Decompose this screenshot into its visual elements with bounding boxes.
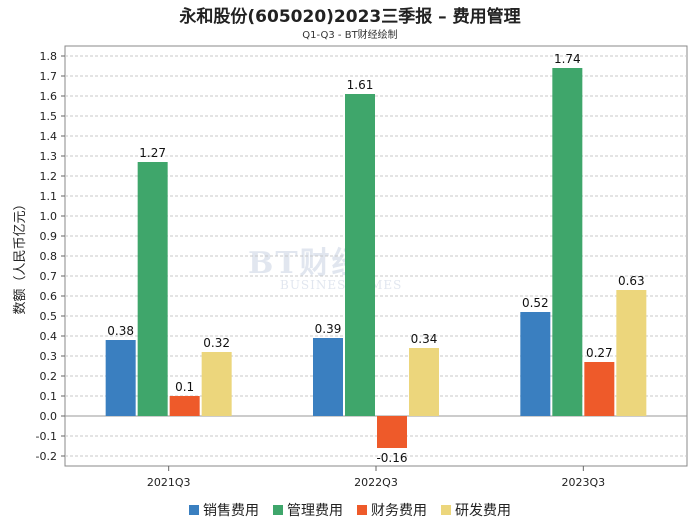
bar-value-label: 0.34 bbox=[411, 332, 438, 346]
y-tick-label: 0.4 bbox=[40, 330, 58, 343]
legend-item: 研发费用 bbox=[441, 500, 511, 520]
y-tick-label: 1.5 bbox=[40, 110, 58, 123]
bar bbox=[169, 396, 200, 416]
legend-label: 财务费用 bbox=[371, 503, 427, 519]
bar-value-label: 1.27 bbox=[139, 146, 166, 160]
y-tick-label: 0.5 bbox=[40, 310, 58, 323]
bar-value-label: 0.39 bbox=[315, 322, 342, 336]
legend-item: 财务费用 bbox=[357, 500, 427, 520]
y-tick-label: 1.3 bbox=[40, 150, 58, 163]
bar-value-label: 1.61 bbox=[347, 78, 374, 92]
bar bbox=[313, 338, 343, 416]
bar-value-label: 0.38 bbox=[107, 324, 134, 338]
bar-value-label: 0.27 bbox=[586, 346, 613, 360]
legend-item: 销售费用 bbox=[189, 500, 259, 520]
legend-swatch bbox=[189, 505, 199, 515]
legend-swatch bbox=[357, 505, 367, 515]
y-tick-label: 0.3 bbox=[40, 350, 58, 363]
bar bbox=[616, 290, 647, 416]
bar bbox=[552, 68, 583, 416]
y-tick-label: 0.9 bbox=[40, 230, 58, 243]
chart-title: 永和股份(605020)2023三季报 – 费用管理 bbox=[179, 7, 521, 27]
bar-value-label: 0.63 bbox=[618, 274, 645, 288]
y-tick-label: -0.2 bbox=[36, 450, 57, 463]
legend-item: 管理费用 bbox=[273, 500, 343, 520]
y-tick-label: 1.6 bbox=[40, 90, 58, 103]
chart-subtitle: Q1-Q3 - BT财经绘制 bbox=[302, 30, 398, 41]
y-tick-label: -0.1 bbox=[36, 430, 57, 443]
bar bbox=[201, 352, 232, 416]
y-tick-label: 0.1 bbox=[40, 390, 58, 403]
bar-value-label: 0.52 bbox=[522, 296, 549, 310]
x-tick-label: 2023Q3 bbox=[562, 476, 606, 489]
bar bbox=[409, 348, 439, 416]
y-tick-label: 0.7 bbox=[40, 270, 58, 283]
y-tick-label: 1.0 bbox=[40, 210, 58, 223]
y-tick-label: 1.4 bbox=[40, 130, 58, 143]
bar-value-label: 0.32 bbox=[203, 336, 230, 350]
y-tick-label: 1.8 bbox=[40, 50, 58, 63]
legend-label: 管理费用 bbox=[287, 503, 343, 519]
bar bbox=[584, 362, 615, 416]
x-tick-label: 2021Q3 bbox=[147, 476, 191, 489]
legend-swatch bbox=[441, 505, 451, 515]
bar-value-label: -0.16 bbox=[376, 451, 407, 465]
y-tick-label: 0.2 bbox=[40, 370, 58, 383]
bar bbox=[377, 416, 407, 448]
y-axis-label: 数额（人民币亿元） bbox=[13, 197, 28, 314]
legend-label: 研发费用 bbox=[455, 503, 511, 519]
bar bbox=[105, 340, 136, 416]
y-tick-label: 1.2 bbox=[40, 170, 58, 183]
y-tick-label: 1.1 bbox=[40, 190, 58, 203]
y-tick-label: 0.6 bbox=[40, 290, 58, 303]
bar bbox=[345, 94, 375, 416]
bar bbox=[137, 162, 168, 416]
x-tick-label: 2022Q3 bbox=[354, 476, 398, 489]
chart-legend: 销售费用 管理费用 财务费用 研发费用 bbox=[0, 500, 700, 520]
bar-value-label: 0.1 bbox=[175, 380, 194, 394]
y-tick-label: 0.8 bbox=[40, 250, 58, 263]
bar-value-label: 1.74 bbox=[554, 52, 581, 66]
y-tick-label: 0.0 bbox=[40, 410, 58, 423]
y-tick-label: 1.7 bbox=[40, 70, 58, 83]
bar bbox=[520, 312, 551, 416]
legend-swatch bbox=[273, 505, 283, 515]
legend-label: 销售费用 bbox=[203, 503, 259, 519]
